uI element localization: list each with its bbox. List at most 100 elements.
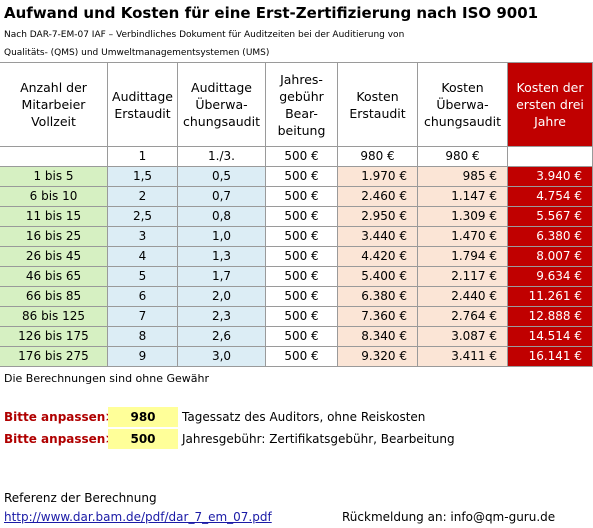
table-cell: 985 € — [418, 167, 508, 187]
table-cell: 3.411 € — [418, 347, 508, 367]
table-cell: 500 € — [266, 287, 338, 307]
table-cell: 66 bis 85 — [0, 287, 108, 307]
table-cell: 5.400 € — [338, 267, 418, 287]
table-cell: 3,0 — [178, 347, 266, 367]
unit-cell — [508, 147, 593, 167]
table: Anzahl der Mitarbeier Vollzeit Audittage Ers… — [0, 62, 593, 368]
table-cell: 4.754 € — [508, 187, 593, 207]
table-cell: 16.141 € — [508, 347, 593, 367]
column-header: Audittage Überwa-chungsaudit — [178, 63, 266, 147]
header-line: Kosten — [356, 88, 399, 104]
header-line: Kosten — [441, 80, 484, 95]
header-line: Vollzeit — [31, 114, 76, 129]
header-line: Kosten der — [516, 80, 584, 95]
header-line: chungsaudit — [424, 114, 501, 129]
column-header: Jahres-gebühr Bear-beitung — [266, 63, 338, 147]
table-cell: 12.888 € — [508, 307, 593, 327]
header-line: Jahres- — [280, 71, 323, 87]
table-cell: 86 bis 125 — [0, 307, 108, 327]
table-cell: 126 bis 175 — [0, 327, 108, 347]
table-cell: 1.470 € — [418, 227, 508, 247]
reference-label: Referenz der Berechnung — [4, 491, 157, 505]
adjust-label: Bitte anpassen>: — [4, 432, 121, 446]
table-cell: 2.764 € — [418, 307, 508, 327]
header-line: chungsaudit — [183, 114, 260, 129]
table-cell: 6 — [108, 287, 178, 307]
table-cell: 9.320 € — [338, 347, 418, 367]
header-line: Audittage — [112, 88, 173, 104]
table-cell: 500 € — [266, 307, 338, 327]
column-header: Kosten der ersten drei Jahre — [508, 63, 593, 147]
unit-cell — [0, 147, 108, 167]
contact: Rückmeldung an: info@qm-guru.de — [342, 510, 556, 524]
table-cell: 500 € — [266, 167, 338, 187]
table-cell: 6 bis 10 — [0, 187, 108, 207]
table-cell: 500 € — [266, 207, 338, 227]
table-cell: 176 bis 275 — [0, 347, 108, 367]
table-cell: 500 € — [266, 187, 338, 207]
table-cell: 1,7 — [178, 267, 266, 287]
table-cell: 2.460 € — [338, 187, 418, 207]
header-line: Bear- — [285, 105, 318, 121]
table-cell: 3.087 € — [418, 327, 508, 347]
table-cell: 0,8 — [178, 207, 266, 227]
table-cell: 1,5 — [108, 167, 178, 187]
table-cell: 8.340 € — [338, 327, 418, 347]
column-header: Kosten Überwa-chungsaudit — [418, 63, 508, 147]
table-cell: 7.360 € — [338, 307, 418, 327]
header-line: Jahre — [534, 114, 566, 129]
table-cell: 5 — [108, 267, 178, 287]
table-cell: 11.261 € — [508, 287, 593, 307]
setting-value: 500 — [130, 432, 156, 446]
header-line: Anzahl der — [20, 80, 87, 95]
setting-note: Jahresgebühr: Zertifikatsgebühr, Bearbei… — [182, 432, 455, 446]
table-cell: 4 — [108, 247, 178, 267]
unit-cell: 500 € — [266, 147, 338, 167]
unit-cell: 980 € — [338, 147, 418, 167]
subtitle: Qualitäts- (QMS) und Umweltmanagementsys… — [4, 48, 270, 58]
table-cell: 1 bis 5 — [0, 167, 108, 187]
subtitle: Nach DAR-7-EM-07 IAF – Verbindliches Dok… — [4, 30, 405, 40]
header-line: Überwa- — [436, 97, 489, 112]
header-line: ersten drei — [516, 97, 584, 112]
table-cell: 8 — [108, 327, 178, 347]
table-cell: 6.380 € — [508, 227, 593, 247]
table-cell: 9.634 € — [508, 267, 593, 287]
table-cell: 9 — [108, 347, 178, 367]
table-cell: 16 bis 25 — [0, 227, 108, 247]
header-line: gebühr — [279, 88, 324, 104]
table-cell: 7 — [108, 307, 178, 327]
table-cell: 1,0 — [178, 227, 266, 247]
table-cell: 1.794 € — [418, 247, 508, 267]
table-cell: 0,5 — [178, 167, 266, 187]
unit-cell: 1./3. — [178, 147, 266, 167]
table-cell: 11 bis 15 — [0, 207, 108, 227]
table-cell: 2,3 — [178, 307, 266, 327]
table-cell: 1,3 — [178, 247, 266, 267]
table-cell: 14.514 € — [508, 327, 593, 347]
table-cell: 500 € — [266, 227, 338, 247]
table-cell: 2.950 € — [338, 207, 418, 227]
table-cell: 3.440 € — [338, 227, 418, 247]
title: Aufwand und Kosten für eine Erst-Zertifi… — [4, 4, 539, 22]
table-cell: 1.147 € — [418, 187, 508, 207]
table-cell: 3 — [108, 227, 178, 247]
table-cell: 2.440 € — [418, 287, 508, 307]
table-cell: 2.117 € — [418, 267, 508, 287]
table-cell: 500 € — [266, 347, 338, 367]
table-cell: 2,5 — [108, 207, 178, 227]
table-cell: 2 — [108, 187, 178, 207]
table-cell: 46 bis 65 — [0, 267, 108, 287]
table-cell: 0,7 — [178, 187, 266, 207]
header-line: Erstaudit — [114, 105, 171, 121]
disclaimer: Die Berechnungen sind ohne Gewähr — [4, 372, 210, 385]
setting-note: Tagessatz des Auditors, ohne Reiskosten — [182, 410, 426, 424]
link[interactable]: http://www.dar.bam.de/pdf/dar_7_em_07.pd… — [4, 510, 272, 524]
unit-cell: 980 € — [418, 147, 508, 167]
column-header: Anzahl der Mitarbeier Vollzeit — [0, 63, 108, 147]
header-line: Mitarbeier — [21, 97, 86, 112]
table-cell: 5.567 € — [508, 207, 593, 227]
table-cell: 6.380 € — [338, 287, 418, 307]
table-cell: 26 bis 45 — [0, 247, 108, 267]
